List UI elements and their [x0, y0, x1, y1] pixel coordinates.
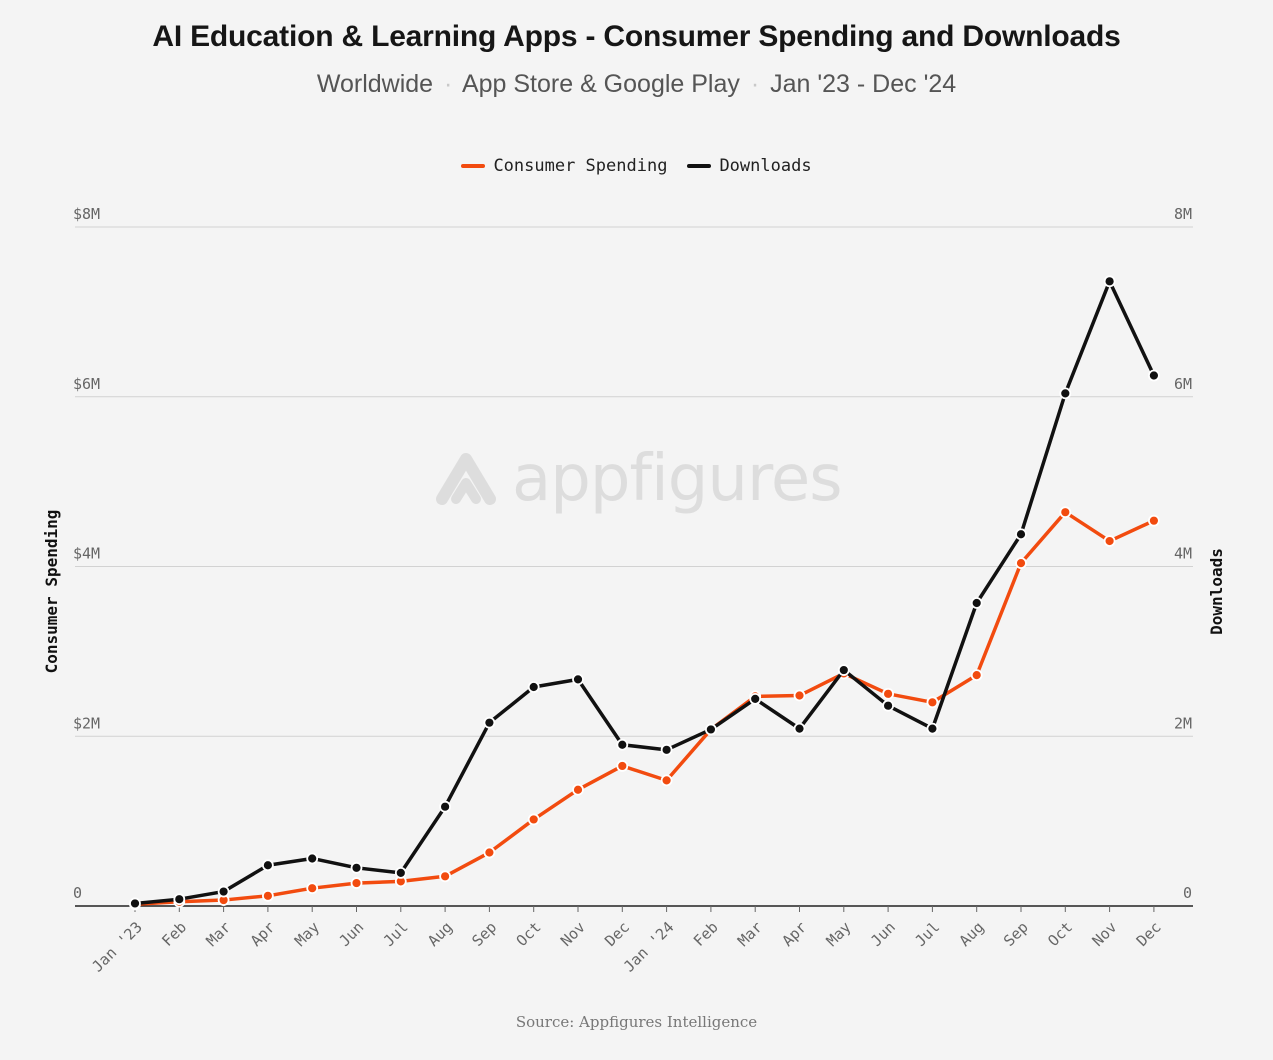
data-point-downloads	[129, 897, 141, 910]
y-tick-label: $6M	[73, 375, 100, 393]
x-tick-label: May	[291, 918, 323, 950]
data-point-spending	[572, 783, 584, 796]
data-point-downloads	[926, 722, 939, 735]
x-tick-label: Mar	[203, 918, 235, 950]
y-tick-label: $4M	[73, 545, 100, 563]
y2-tick-label: 6M	[1174, 375, 1192, 393]
data-point-downloads	[1015, 528, 1027, 541]
series-line-downloads	[133, 279, 1156, 906]
y2-tick-label: 8M	[1174, 205, 1192, 223]
data-point-spending	[1059, 506, 1072, 519]
data-point-spending	[439, 870, 452, 883]
data-point-downloads	[350, 861, 363, 874]
subtitle-stores: App Store & Google Play	[461, 70, 740, 98]
x-tick-label: Jun	[335, 918, 367, 950]
data-point-spending	[926, 696, 939, 709]
x-tick-label: Oct	[1044, 918, 1076, 950]
x-tick-label: Apr	[778, 918, 810, 950]
x-tick-label: May	[823, 918, 855, 950]
data-point-downloads	[749, 693, 762, 705]
data-point-spending	[306, 882, 319, 895]
x-tick-label: Sep	[1000, 918, 1032, 950]
x-tick-label: Jun	[867, 918, 899, 950]
legend-label-downloads: Downloads	[719, 156, 812, 176]
data-point-downloads	[793, 722, 806, 735]
data-point-spending	[1148, 514, 1160, 527]
x-tick-label: Jul	[380, 918, 412, 950]
legend-swatch-downloads	[687, 164, 712, 168]
legend-item-spending[interactable]: Consumer Spending	[461, 156, 667, 176]
legend-label-spending: Consumer Spending	[493, 156, 668, 176]
appfigures-logo-icon	[436, 453, 496, 505]
chart-legend: Consumer Spending Downloads	[0, 156, 1273, 176]
x-tick-label: Mar	[734, 918, 766, 950]
subtitle-separator: ·	[444, 70, 453, 98]
y2-axis-title: Downloads	[1207, 548, 1226, 635]
data-point-spending	[261, 889, 274, 902]
data-point-downloads	[217, 885, 230, 898]
x-tick-label: Sep	[468, 918, 500, 950]
data-point-spending	[616, 760, 629, 772]
data-point-downloads	[1059, 387, 1072, 400]
data-point-downloads	[483, 716, 496, 729]
data-point-spending	[1015, 557, 1027, 570]
legend-swatch-spending	[461, 164, 486, 168]
data-point-downloads	[527, 681, 540, 693]
data-point-spending	[793, 689, 806, 702]
data-point-downloads	[705, 723, 717, 736]
x-tick-label: Aug	[956, 918, 988, 950]
data-point-downloads	[882, 699, 894, 712]
y-axis-title: Consumer Spending	[42, 510, 61, 674]
data-point-downloads	[970, 597, 983, 609]
data-point-spending	[1103, 535, 1116, 547]
x-tick-label: Nov	[1089, 918, 1121, 950]
data-point-downloads	[394, 866, 407, 879]
series-line-spending	[133, 510, 1156, 907]
subtitle-date-range: Jan '23 - Dec '24	[770, 70, 957, 98]
data-point-downloads	[660, 743, 673, 756]
x-tick-label: Aug	[424, 918, 456, 950]
data-point-spending	[660, 774, 673, 787]
data-point-spending	[527, 813, 540, 826]
x-tick-label: Dec	[1133, 918, 1165, 950]
y2-tick-label: 4M	[1174, 545, 1192, 563]
data-point-spending	[350, 877, 363, 889]
data-point-spending	[970, 669, 983, 682]
y2-tick-label: 2M	[1174, 714, 1192, 732]
x-tick-label: Dec	[601, 918, 633, 950]
chart-title: AI Education & Learning Apps - Consumer …	[152, 20, 1121, 53]
x-tick-label: Feb	[158, 918, 190, 950]
data-point-downloads	[439, 800, 452, 813]
watermark-text: appfigures	[512, 442, 843, 516]
data-point-spending	[483, 846, 496, 859]
x-tick-label: Oct	[513, 918, 545, 950]
data-point-spending	[882, 687, 894, 700]
data-point-downloads	[837, 664, 850, 676]
x-tick-label: Jul	[911, 918, 943, 950]
x-tick-label: Feb	[690, 918, 722, 950]
watermark: appfigures	[434, 442, 843, 516]
chart-subtitle: Worldwide · App Store & Google Play · Ja…	[0, 70, 1273, 99]
subtitle-separator: ·	[750, 70, 760, 98]
x-tick-label: Nov	[557, 918, 589, 950]
data-point-downloads	[1148, 369, 1160, 382]
y-tick-label: $8M	[73, 205, 100, 223]
subtitle-region: Worldwide	[316, 70, 434, 98]
y-tick-label: 0	[73, 884, 82, 902]
y2-tick-label: 0	[1183, 884, 1192, 902]
source-note: Source: Appfigures Intelligence	[515, 1013, 758, 1031]
data-point-downloads	[616, 738, 629, 751]
data-point-downloads	[572, 673, 584, 686]
legend-item-downloads[interactable]: Downloads	[687, 156, 812, 176]
data-point-downloads	[173, 893, 186, 906]
data-point-downloads	[261, 859, 274, 872]
x-tick-label: Jan '23	[88, 918, 145, 975]
data-point-downloads	[306, 852, 319, 865]
data-point-downloads	[1103, 275, 1116, 288]
x-tick-label: Apr	[247, 918, 279, 950]
y-tick-label: $2M	[73, 714, 100, 732]
